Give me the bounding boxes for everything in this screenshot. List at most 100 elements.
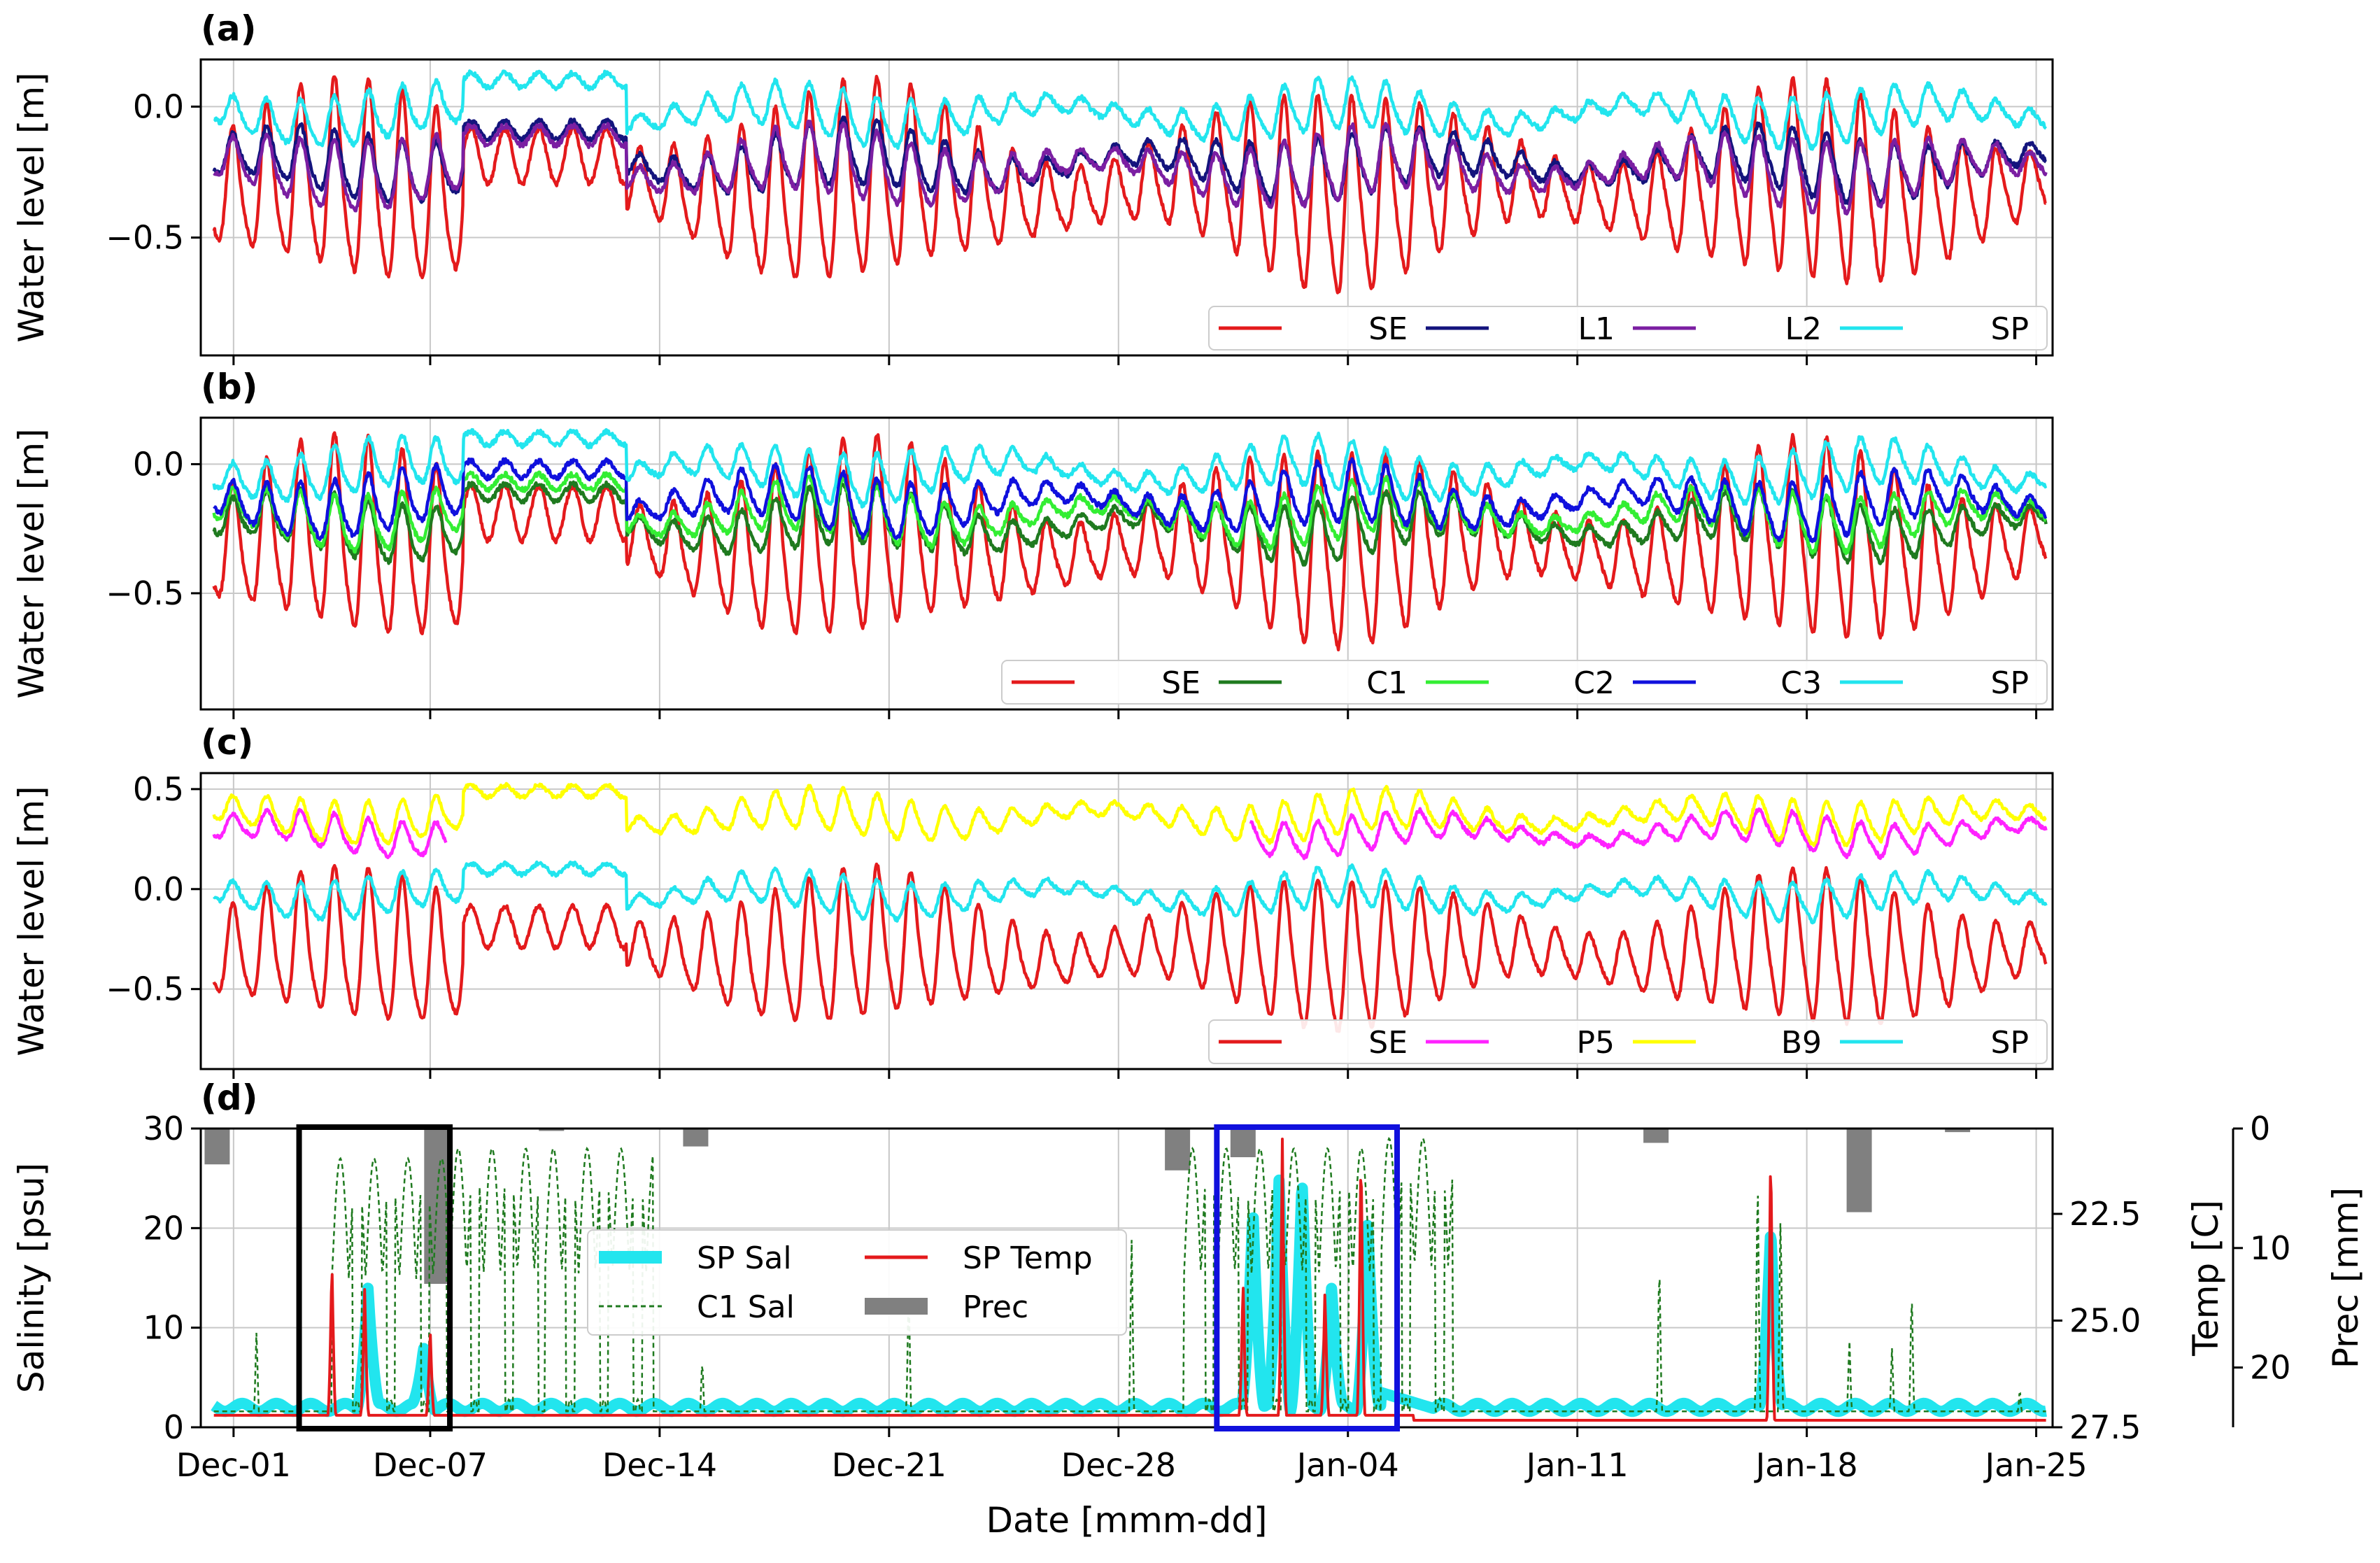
- series-line-SE: [212, 74, 2047, 295]
- prec-bar: [1945, 1129, 1971, 1133]
- series-line-C3: [213, 457, 2048, 544]
- y-tick-label: 0: [164, 1408, 184, 1446]
- y-tick-label: 0.0: [133, 445, 184, 483]
- y-axis-label: Water level [m]: [11, 428, 52, 698]
- temp-tick-label: 22.5: [2069, 1195, 2141, 1233]
- prec-bar: [683, 1129, 709, 1147]
- legend-label-SPTemp: SP Temp: [963, 1240, 1093, 1276]
- y-axis-label: Water level [m]: [11, 786, 52, 1056]
- legend-label-B9: B9: [1781, 1025, 1822, 1061]
- panel-label: (b): [201, 367, 258, 407]
- series-group: [212, 69, 2048, 295]
- x-tick-label: Dec-07: [373, 1446, 488, 1484]
- y-tick-label: −0.5: [106, 970, 184, 1008]
- legend-label-L1: L1: [1578, 311, 1615, 347]
- prec-bar: [1230, 1129, 1256, 1157]
- temp-tick-label: 27.5: [2069, 1408, 2141, 1446]
- legend-label-SP: SP: [1991, 1025, 2029, 1061]
- prec-bar: [1165, 1129, 1191, 1171]
- legend: SE C1 C2 C3 SP: [1001, 660, 2048, 705]
- legend-box: [1208, 306, 2048, 351]
- legend-label-C2: C2: [1573, 665, 1615, 701]
- prec-tick-label: 20: [2250, 1349, 2291, 1387]
- series-line-SE: [212, 431, 2048, 652]
- series-line-P5: [212, 807, 2048, 861]
- legend-label-L2: L2: [1785, 311, 1822, 347]
- series-group: [204, 1129, 2051, 1422]
- legend-box: [1208, 1019, 2048, 1064]
- panel-0: 0.0 −0.5 (a) Water level [m] SE L1 L2 SP: [11, 8, 2054, 365]
- series-group: [212, 427, 2048, 652]
- x-tick-label: Dec-01: [176, 1446, 291, 1484]
- y-tick-label: 10: [143, 1309, 184, 1347]
- y-tick-label: 0.5: [133, 770, 184, 808]
- axes-frame: [199, 416, 2054, 711]
- legend-label-SE: SE: [1368, 1025, 1408, 1061]
- prec-tick-label: 0: [2250, 1110, 2270, 1147]
- prec-axis-label: Prec [mm]: [2325, 1187, 2366, 1368]
- series-line-SP: [213, 69, 2048, 151]
- series-line-SP: [212, 860, 2048, 925]
- legend-swatch-Prec: [865, 1298, 928, 1315]
- series-line-SP-Sal: [208, 1174, 2051, 1417]
- series-line-SP: [212, 427, 2048, 509]
- prec-tick-label: 10: [2250, 1229, 2291, 1267]
- prec-bar: [204, 1129, 230, 1165]
- legend-box: [1001, 660, 2048, 705]
- x-tick-label: Dec-14: [602, 1446, 717, 1484]
- axes-frame: [199, 772, 2054, 1070]
- panel-label: (c): [201, 722, 253, 763]
- y-tick-label: 20: [143, 1209, 184, 1247]
- temp-tick-label: 25.0: [2069, 1302, 2141, 1340]
- panel-label: (a): [201, 8, 256, 49]
- legend: SE L1 L2 SP: [1208, 306, 2048, 351]
- temp-axis-label: Temp [C]: [2186, 1200, 2226, 1357]
- legend: SE P5 B9 SP: [1208, 1019, 2048, 1064]
- series-line-B9: [212, 782, 2047, 847]
- y-tick-label: −0.5: [106, 574, 184, 612]
- series-line-SE: [212, 862, 2048, 1033]
- panel-label: (d): [201, 1077, 258, 1118]
- legend-label-SE: SE: [1368, 311, 1408, 347]
- axes-frame: [199, 1127, 2054, 1429]
- x-tick-label: Jan-25: [1983, 1446, 2088, 1484]
- highlight-box-blue: [1214, 1124, 1401, 1431]
- legend-label-C1: C1: [1366, 665, 1408, 701]
- x-axis-label: Date [mmm-dd]: [986, 1500, 1267, 1541]
- legend-label-C3: C3: [1780, 665, 1822, 701]
- legend-label-C1Sal: C1 Sal: [697, 1289, 795, 1325]
- legend-box: [587, 1229, 1127, 1336]
- legend-label-SP: SP: [1991, 665, 2029, 701]
- legend-label-SP: SP: [1991, 311, 2029, 347]
- legend: SP Sal SP Temp C1 Sal Prec: [587, 1229, 1127, 1336]
- y-axis-label: Water level [m]: [11, 72, 52, 342]
- highlight-box-black: [296, 1124, 453, 1431]
- prec-bar: [1846, 1129, 1872, 1212]
- x-tick-label: Jan-11: [1524, 1446, 1629, 1484]
- x-tick-label: Jan-18: [1754, 1446, 1858, 1484]
- series-line-L1: [212, 115, 2047, 207]
- prec-bar: [539, 1129, 565, 1131]
- x-tick-label: Jan-04: [1295, 1446, 1399, 1484]
- series-line-L2: [213, 119, 2048, 216]
- legend-label-SE: SE: [1161, 665, 1200, 701]
- y-tick-label: −0.5: [106, 219, 184, 257]
- series-line-C1-Sal: [213, 1136, 2046, 1413]
- y-tick-label: 0.0: [133, 87, 184, 125]
- legend-label-P5: P5: [1576, 1025, 1615, 1061]
- x-tick-label: Dec-28: [1061, 1446, 1176, 1484]
- panel-1: 0.0 −0.5 (b) Water level [m] SE C1 C2 C3 SP: [11, 367, 2054, 719]
- legend-label-Prec: Prec: [963, 1289, 1028, 1325]
- panel-3: 30 20 10 0 (d) Salinity [psu] 22.5 25.0 27.5 0 10 2…: [11, 1077, 2366, 1541]
- series-line-SP-Temp: [213, 1138, 2047, 1422]
- y-axis-label: Salinity [psu]: [11, 1163, 52, 1393]
- prec-bar: [1643, 1129, 1669, 1143]
- x-tick-label: Dec-21: [832, 1446, 947, 1484]
- series-group: [212, 782, 2048, 1033]
- y-tick-label: 0.0: [133, 870, 184, 908]
- axes-frame: [199, 58, 2054, 357]
- y-tick-label: 30: [143, 1110, 184, 1147]
- panel-2: 0.5 0.0 −0.5 (c) Water level [m] SE P5 B9 SP: [11, 722, 2054, 1079]
- legend-label-SPSal: SP Sal: [697, 1240, 792, 1276]
